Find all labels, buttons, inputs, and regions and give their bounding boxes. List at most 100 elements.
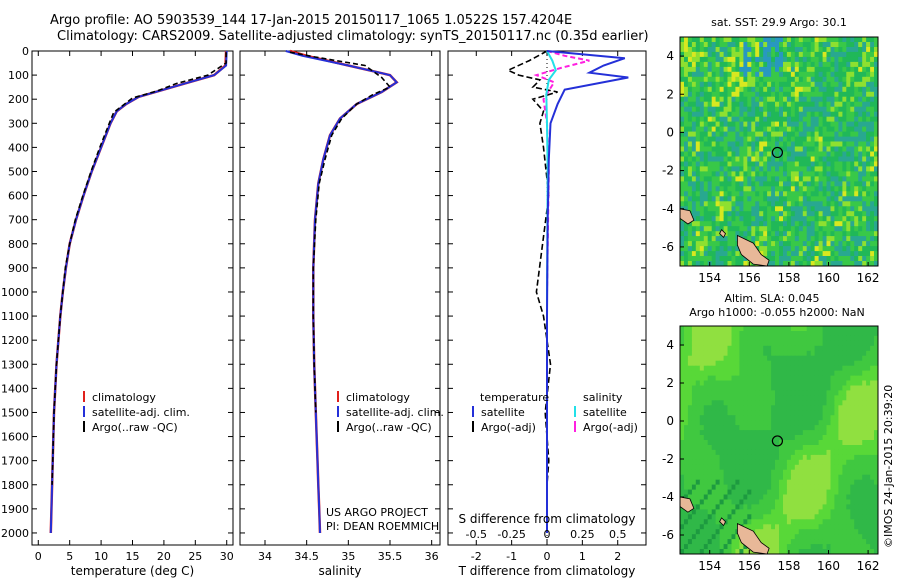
map-cell bbox=[684, 86, 689, 93]
map-cell bbox=[846, 479, 851, 486]
map-cell bbox=[731, 479, 736, 486]
map-cell bbox=[703, 370, 709, 376]
map-cell bbox=[703, 549, 709, 555]
map-cell bbox=[870, 42, 875, 48]
map-cell bbox=[707, 116, 713, 123]
map-cell bbox=[759, 534, 764, 540]
map-cell bbox=[711, 459, 717, 466]
map-cell bbox=[747, 96, 752, 103]
map-cell bbox=[739, 221, 744, 227]
map-cell bbox=[842, 430, 847, 436]
map-cell bbox=[866, 111, 871, 118]
map-cell bbox=[794, 519, 800, 525]
map-cell bbox=[858, 425, 863, 431]
map-cell bbox=[862, 360, 867, 367]
map-cell bbox=[838, 529, 843, 535]
map-cell bbox=[814, 66, 819, 73]
map-cell bbox=[739, 360, 744, 367]
map-cell bbox=[703, 405, 709, 411]
map-cell bbox=[703, 231, 709, 237]
map-cell bbox=[715, 96, 720, 103]
map-cell bbox=[834, 216, 839, 222]
map-cell bbox=[731, 81, 736, 88]
map-cell bbox=[818, 479, 823, 486]
map-cell bbox=[755, 231, 760, 237]
map-cell bbox=[775, 211, 780, 217]
map-cell bbox=[842, 236, 847, 242]
map-cell bbox=[846, 524, 851, 530]
map-cell bbox=[874, 146, 879, 152]
map-cell bbox=[759, 71, 764, 78]
map-cell bbox=[822, 449, 827, 456]
map-cell bbox=[854, 116, 859, 123]
map-cell bbox=[786, 449, 792, 456]
x-tick-label: 34 bbox=[258, 550, 272, 563]
map-cell bbox=[695, 440, 701, 446]
map-cell bbox=[775, 161, 780, 167]
map-cell bbox=[806, 410, 812, 416]
map-cell bbox=[818, 449, 823, 456]
map-cell bbox=[727, 430, 732, 436]
map-cell bbox=[779, 519, 784, 525]
map-cell bbox=[743, 231, 748, 237]
map-cell bbox=[786, 37, 792, 43]
map-cell bbox=[838, 56, 843, 63]
map-cell bbox=[786, 484, 792, 490]
map-cell bbox=[767, 156, 772, 162]
map-cell bbox=[870, 126, 875, 132]
map-cell bbox=[842, 61, 847, 68]
map-cell bbox=[790, 514, 796, 520]
map-cell bbox=[775, 544, 780, 550]
map-cell bbox=[779, 42, 784, 48]
map-cell bbox=[818, 251, 823, 257]
map-cell bbox=[818, 81, 823, 88]
map-cell bbox=[874, 474, 879, 481]
map-cell bbox=[763, 51, 768, 58]
map-cell bbox=[858, 430, 863, 436]
map-cell bbox=[798, 504, 804, 510]
map-cell bbox=[707, 420, 713, 426]
map-cell bbox=[870, 156, 875, 162]
map-cell bbox=[842, 256, 847, 262]
map-cell bbox=[870, 181, 875, 187]
map-cell bbox=[727, 161, 732, 167]
map-cell bbox=[771, 136, 776, 142]
map-cell bbox=[783, 181, 788, 187]
map-cell bbox=[834, 514, 839, 520]
map-cell bbox=[715, 76, 720, 83]
map-cell bbox=[810, 390, 816, 396]
map-cell bbox=[850, 425, 855, 431]
map-cell bbox=[731, 96, 736, 103]
map-cell bbox=[838, 474, 843, 481]
map-cell bbox=[751, 479, 756, 486]
map-cell bbox=[858, 261, 863, 267]
map-cell bbox=[842, 181, 847, 187]
map-cell bbox=[735, 61, 740, 68]
map-cell bbox=[727, 340, 732, 347]
map-cell bbox=[798, 191, 804, 197]
map-cell bbox=[810, 440, 816, 446]
map-cell bbox=[771, 186, 776, 192]
map-cell bbox=[846, 534, 851, 540]
map-cell bbox=[695, 226, 701, 232]
map-cell bbox=[751, 435, 756, 441]
map-cell bbox=[779, 161, 784, 167]
map-cell bbox=[763, 375, 768, 381]
map-cell bbox=[755, 47, 760, 53]
map-cell bbox=[755, 111, 760, 118]
map-cell bbox=[739, 136, 744, 142]
map-cell bbox=[759, 81, 764, 88]
map-cell bbox=[794, 484, 800, 490]
map-cell bbox=[806, 464, 812, 471]
map-cell bbox=[838, 136, 843, 142]
map-cell bbox=[727, 201, 732, 207]
map-cell bbox=[846, 141, 851, 147]
map-cell bbox=[866, 326, 871, 332]
map-cell bbox=[814, 479, 819, 486]
map-cell bbox=[743, 385, 748, 391]
map-cell bbox=[874, 106, 879, 113]
map-cell bbox=[739, 380, 744, 386]
map-cell bbox=[783, 176, 788, 182]
map-cell bbox=[739, 489, 744, 495]
map-cell bbox=[680, 231, 685, 237]
